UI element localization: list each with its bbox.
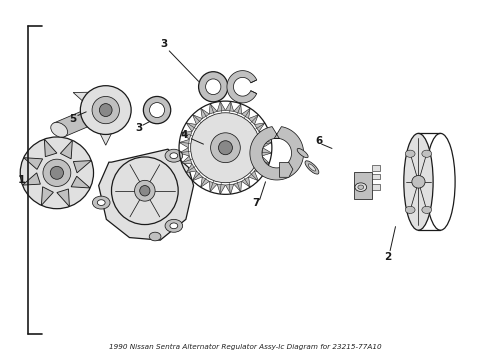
Polygon shape xyxy=(242,177,250,187)
Ellipse shape xyxy=(305,161,319,174)
Ellipse shape xyxy=(50,166,64,179)
Text: 4: 4 xyxy=(180,130,188,140)
Ellipse shape xyxy=(43,159,71,186)
Polygon shape xyxy=(60,140,73,159)
Bar xyxy=(371,184,380,190)
Circle shape xyxy=(422,206,432,213)
Polygon shape xyxy=(234,104,242,114)
Polygon shape xyxy=(242,108,250,118)
Ellipse shape xyxy=(92,96,120,124)
Polygon shape xyxy=(209,181,217,192)
Polygon shape xyxy=(45,139,57,157)
Polygon shape xyxy=(182,156,192,164)
Ellipse shape xyxy=(20,137,94,209)
Text: 2: 2 xyxy=(384,252,392,262)
Ellipse shape xyxy=(112,157,178,225)
Bar xyxy=(371,165,380,171)
Polygon shape xyxy=(217,102,225,111)
Ellipse shape xyxy=(412,175,425,188)
Ellipse shape xyxy=(211,133,240,163)
Circle shape xyxy=(93,196,110,209)
Polygon shape xyxy=(98,149,194,240)
Text: 6: 6 xyxy=(316,136,323,145)
Polygon shape xyxy=(248,115,258,125)
Circle shape xyxy=(422,150,432,157)
Polygon shape xyxy=(254,164,265,172)
FancyBboxPatch shape xyxy=(354,172,371,199)
Ellipse shape xyxy=(308,164,316,171)
Ellipse shape xyxy=(191,113,260,183)
Ellipse shape xyxy=(219,141,232,155)
Polygon shape xyxy=(209,104,217,114)
Circle shape xyxy=(170,223,178,229)
Polygon shape xyxy=(186,123,196,131)
Polygon shape xyxy=(41,187,53,205)
Polygon shape xyxy=(193,171,202,181)
Ellipse shape xyxy=(297,148,308,158)
Ellipse shape xyxy=(140,185,150,196)
Polygon shape xyxy=(179,139,189,148)
Polygon shape xyxy=(262,148,271,156)
Ellipse shape xyxy=(80,86,131,134)
Circle shape xyxy=(405,206,415,213)
Polygon shape xyxy=(74,161,91,173)
Polygon shape xyxy=(71,176,90,188)
Ellipse shape xyxy=(404,134,433,230)
Polygon shape xyxy=(234,181,242,192)
Ellipse shape xyxy=(99,104,112,117)
Polygon shape xyxy=(100,133,112,145)
Polygon shape xyxy=(54,103,111,137)
Circle shape xyxy=(149,232,161,241)
Polygon shape xyxy=(193,115,202,125)
Polygon shape xyxy=(262,139,271,148)
Text: 1: 1 xyxy=(17,175,25,185)
Polygon shape xyxy=(254,123,265,131)
Ellipse shape xyxy=(51,122,68,137)
Polygon shape xyxy=(225,184,234,194)
Text: 3: 3 xyxy=(135,123,143,133)
Text: 7: 7 xyxy=(252,198,259,208)
Circle shape xyxy=(358,185,364,189)
Circle shape xyxy=(98,200,105,206)
Polygon shape xyxy=(182,131,192,139)
Polygon shape xyxy=(201,108,209,118)
Ellipse shape xyxy=(149,103,165,118)
Polygon shape xyxy=(23,173,40,185)
Bar xyxy=(371,174,380,179)
Polygon shape xyxy=(201,177,209,187)
Circle shape xyxy=(355,183,367,192)
Text: 5: 5 xyxy=(70,114,76,124)
Polygon shape xyxy=(227,71,257,103)
Polygon shape xyxy=(250,127,304,180)
Text: 3: 3 xyxy=(161,39,168,49)
Polygon shape xyxy=(186,164,196,172)
Circle shape xyxy=(165,149,183,162)
Polygon shape xyxy=(217,184,225,194)
Text: 1990 Nissan Sentra Alternator Regulator Assy-Ic Diagram for 23215-77A10: 1990 Nissan Sentra Alternator Regulator … xyxy=(109,344,381,350)
Polygon shape xyxy=(259,156,270,164)
Ellipse shape xyxy=(206,79,221,95)
Polygon shape xyxy=(259,131,270,139)
Circle shape xyxy=(165,219,183,232)
Polygon shape xyxy=(248,171,258,181)
Polygon shape xyxy=(24,158,43,170)
Circle shape xyxy=(170,153,178,158)
Polygon shape xyxy=(279,162,293,177)
Polygon shape xyxy=(73,92,93,105)
Ellipse shape xyxy=(135,180,155,201)
Circle shape xyxy=(405,150,415,157)
Polygon shape xyxy=(225,102,234,111)
Ellipse shape xyxy=(144,96,171,124)
Polygon shape xyxy=(57,189,70,207)
Ellipse shape xyxy=(198,72,228,102)
Polygon shape xyxy=(179,148,189,156)
